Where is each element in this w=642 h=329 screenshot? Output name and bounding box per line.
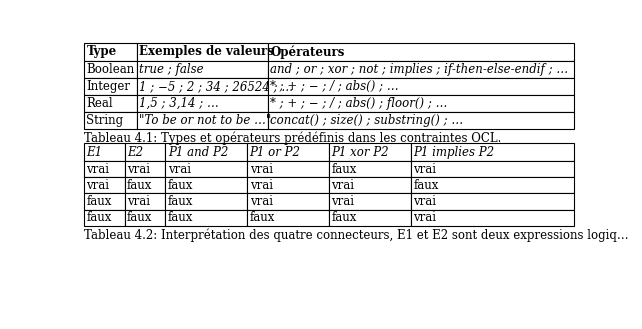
Bar bbox=[268, 61, 574, 78]
Bar bbox=[125, 177, 166, 193]
Text: 1 ; −5 ; 2 ; 34 ; 26524 ; …: 1 ; −5 ; 2 ; 34 ; 26524 ; … bbox=[139, 80, 293, 93]
Bar bbox=[84, 161, 125, 177]
Text: and ; or ; xor ; not ; implies ; if-then-else-endif ; …: and ; or ; xor ; not ; implies ; if-then… bbox=[270, 63, 568, 76]
Bar bbox=[166, 143, 247, 161]
Text: faux: faux bbox=[127, 179, 153, 192]
Bar bbox=[411, 143, 574, 161]
Bar bbox=[329, 143, 411, 161]
Text: vrai: vrai bbox=[413, 211, 436, 224]
Text: vrai: vrai bbox=[127, 163, 150, 176]
Text: faux: faux bbox=[168, 211, 193, 224]
Bar bbox=[411, 177, 574, 193]
Text: Tableau 4.2: Interprétation des quatre connecteurs, E1 et E2 sont deux expressio: Tableau 4.2: Interprétation des quatre c… bbox=[84, 228, 629, 241]
Text: P1 and P2: P1 and P2 bbox=[168, 146, 228, 159]
Text: Boolean: Boolean bbox=[87, 63, 135, 76]
Text: vrai: vrai bbox=[127, 195, 150, 208]
Bar bbox=[268, 112, 574, 129]
Text: faux: faux bbox=[168, 179, 193, 192]
Bar bbox=[411, 193, 574, 210]
Bar bbox=[137, 112, 268, 129]
Text: Integer: Integer bbox=[87, 80, 130, 93]
Bar bbox=[247, 193, 329, 210]
Bar bbox=[411, 161, 574, 177]
Text: vrai: vrai bbox=[87, 179, 109, 192]
Text: Opérateurs: Opérateurs bbox=[270, 45, 345, 59]
Text: faux: faux bbox=[87, 211, 112, 224]
Bar bbox=[137, 42, 268, 61]
Text: String: String bbox=[87, 114, 123, 127]
Text: faux: faux bbox=[250, 211, 275, 224]
Bar bbox=[329, 193, 411, 210]
Text: concat() ; size() ; substring() ; …: concat() ; size() ; substring() ; … bbox=[270, 114, 464, 127]
Text: vrai: vrai bbox=[413, 195, 436, 208]
Bar bbox=[329, 161, 411, 177]
Bar bbox=[247, 210, 329, 226]
Bar bbox=[84, 143, 125, 161]
Text: vrai: vrai bbox=[168, 163, 191, 176]
Bar bbox=[84, 210, 125, 226]
Text: Tableau 4.1: Types et opérateurs prédéfinis dans les contraintes OCL.: Tableau 4.1: Types et opérateurs prédéfi… bbox=[84, 131, 501, 145]
Text: * ; + ; − ; / ; abs() ; …: * ; + ; − ; / ; abs() ; … bbox=[270, 80, 399, 93]
Bar bbox=[137, 95, 268, 112]
Bar bbox=[166, 193, 247, 210]
Text: vrai: vrai bbox=[250, 163, 273, 176]
Text: E1: E1 bbox=[87, 146, 103, 159]
Text: Exemples de valeurs: Exemples de valeurs bbox=[139, 45, 273, 58]
Bar bbox=[125, 193, 166, 210]
Bar bbox=[329, 210, 411, 226]
Bar bbox=[84, 112, 137, 129]
Text: faux: faux bbox=[87, 195, 112, 208]
Text: "To be or not to be …": "To be or not to be …" bbox=[139, 114, 271, 127]
Bar bbox=[84, 193, 125, 210]
Bar bbox=[247, 177, 329, 193]
Text: Real: Real bbox=[87, 97, 113, 110]
Text: * ; + ; − ; / ; abs() ; floor() ; …: * ; + ; − ; / ; abs() ; floor() ; … bbox=[270, 97, 447, 110]
Bar bbox=[84, 61, 137, 78]
Bar bbox=[329, 177, 411, 193]
Bar bbox=[166, 161, 247, 177]
Bar bbox=[268, 42, 574, 61]
Text: vrai: vrai bbox=[413, 163, 436, 176]
Text: vrai: vrai bbox=[331, 179, 354, 192]
Text: faux: faux bbox=[331, 211, 357, 224]
Text: P1 implies P2: P1 implies P2 bbox=[413, 146, 494, 159]
Text: P1 or P2: P1 or P2 bbox=[250, 146, 300, 159]
Text: faux: faux bbox=[413, 179, 438, 192]
Text: faux: faux bbox=[127, 211, 153, 224]
Text: faux: faux bbox=[331, 163, 357, 176]
Bar bbox=[84, 177, 125, 193]
Text: E2: E2 bbox=[127, 146, 143, 159]
Bar bbox=[247, 143, 329, 161]
Bar bbox=[84, 42, 137, 61]
Bar bbox=[84, 95, 137, 112]
Bar bbox=[268, 95, 574, 112]
Text: vrai: vrai bbox=[250, 195, 273, 208]
Text: vrai: vrai bbox=[331, 195, 354, 208]
Bar bbox=[247, 161, 329, 177]
Bar bbox=[268, 78, 574, 95]
Bar bbox=[137, 78, 268, 95]
Bar bbox=[125, 210, 166, 226]
Text: vrai: vrai bbox=[87, 163, 109, 176]
Bar bbox=[125, 161, 166, 177]
Bar bbox=[137, 61, 268, 78]
Bar bbox=[166, 210, 247, 226]
Text: true ; false: true ; false bbox=[139, 63, 204, 76]
Text: faux: faux bbox=[168, 195, 193, 208]
Text: vrai: vrai bbox=[250, 179, 273, 192]
Bar bbox=[125, 143, 166, 161]
Text: P1 xor P2: P1 xor P2 bbox=[331, 146, 389, 159]
Bar bbox=[166, 177, 247, 193]
Text: Type: Type bbox=[87, 45, 117, 58]
Bar bbox=[411, 210, 574, 226]
Bar bbox=[84, 78, 137, 95]
Text: 1,5 ; 3,14 ; …: 1,5 ; 3,14 ; … bbox=[139, 97, 219, 110]
